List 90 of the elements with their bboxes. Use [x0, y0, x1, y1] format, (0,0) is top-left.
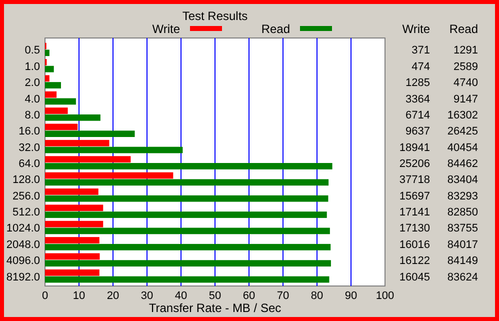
chart-title: Test Results — [182, 9, 248, 23]
text: 84017 — [447, 238, 478, 251]
bar — [45, 108, 68, 114]
bar — [45, 244, 331, 250]
text: Write — [402, 22, 430, 36]
x-tick-label: 30 — [140, 290, 154, 302]
bar — [45, 140, 110, 146]
bar — [45, 82, 61, 88]
y-tick-label: 512.0 — [12, 206, 40, 219]
bar — [45, 172, 174, 179]
text: 16302 — [447, 109, 478, 122]
text: 6714 — [406, 109, 430, 122]
text: 84149 — [447, 255, 478, 268]
text: 18941 — [399, 142, 430, 154]
text: 1291 — [454, 44, 478, 57]
text: 9147 — [454, 93, 478, 106]
y-tick-label: 0.5 — [24, 44, 40, 57]
text: 2589 — [454, 60, 478, 73]
text: 9637 — [406, 126, 430, 138]
x-tick-label: 40 — [174, 290, 188, 302]
bar — [45, 204, 104, 212]
text: 16016 — [399, 238, 430, 251]
text: 15697 — [399, 190, 430, 202]
y-tick-label: 8192.0 — [6, 271, 40, 284]
bar — [45, 124, 78, 130]
text: 82850 — [447, 206, 478, 219]
text: 37718 — [399, 174, 430, 186]
x-tick-label: 60 — [242, 290, 256, 302]
text: 40454 — [447, 142, 478, 154]
text: 83755 — [447, 222, 478, 235]
x-tick-label: 70 — [276, 290, 290, 302]
bar — [45, 276, 330, 283]
bar — [45, 50, 50, 56]
bar — [45, 146, 183, 154]
bar — [45, 260, 331, 267]
text: 84462 — [447, 158, 478, 170]
bar — [45, 163, 332, 170]
text: 17130 — [399, 222, 430, 235]
bar — [45, 269, 100, 276]
x-tick-label: 80 — [310, 290, 324, 302]
y-tick-label: 16.0 — [18, 126, 40, 138]
text: 16122 — [399, 255, 430, 268]
y-tick-label: 64.0 — [18, 158, 40, 170]
x-tick-label: 90 — [344, 290, 358, 302]
x-tick-label: 0 — [42, 290, 48, 302]
bar — [45, 188, 98, 195]
x-tick-label: 20 — [106, 290, 120, 302]
x-tick-label: 10 — [72, 290, 86, 302]
legend-label: Read — [261, 22, 290, 36]
y-tick-label: 8.0 — [24, 109, 40, 122]
x-axis-title: Transfer Rate - MB / Sec — [148, 301, 282, 315]
bar — [45, 156, 131, 162]
legend-label: Write — [152, 22, 180, 36]
text: Read — [449, 22, 478, 36]
bar — [45, 179, 329, 186]
text: 474 — [412, 60, 430, 73]
y-tick-label: 32.0 — [18, 142, 40, 154]
bar — [45, 195, 328, 202]
y-tick-label: 4.0 — [24, 93, 40, 106]
text: 26425 — [447, 126, 478, 138]
text: 17141 — [399, 206, 430, 219]
bar — [45, 91, 57, 98]
text: 83624 — [447, 271, 478, 284]
bar — [45, 66, 54, 72]
bar — [45, 212, 327, 218]
bar — [45, 98, 76, 105]
x-tick-label: 50 — [208, 290, 222, 302]
y-tick-label: 4096.0 — [6, 255, 40, 268]
bar — [45, 228, 330, 234]
y-tick-label: 2048.0 — [6, 238, 40, 251]
text: 1285 — [406, 77, 430, 90]
bar — [45, 237, 100, 244]
text: 25206 — [399, 158, 430, 170]
text: 16045 — [399, 271, 430, 284]
bar — [45, 114, 100, 121]
text: 3364 — [406, 93, 430, 106]
bar — [45, 75, 50, 82]
y-tick-label: 128.0 — [12, 174, 40, 186]
text: 371 — [412, 44, 430, 57]
y-tick-label: 2.0 — [24, 77, 40, 90]
bar — [45, 220, 104, 228]
y-tick-label: 1.0 — [24, 60, 40, 73]
text: 4740 — [454, 77, 478, 90]
text: 83404 — [447, 174, 478, 186]
text: 83293 — [447, 190, 478, 202]
y-tick-label: 1024.0 — [6, 222, 40, 235]
bar — [45, 253, 100, 260]
x-tick-label: 100 — [376, 290, 394, 302]
y-tick-label: 256.0 — [12, 190, 40, 202]
bar — [45, 130, 135, 138]
